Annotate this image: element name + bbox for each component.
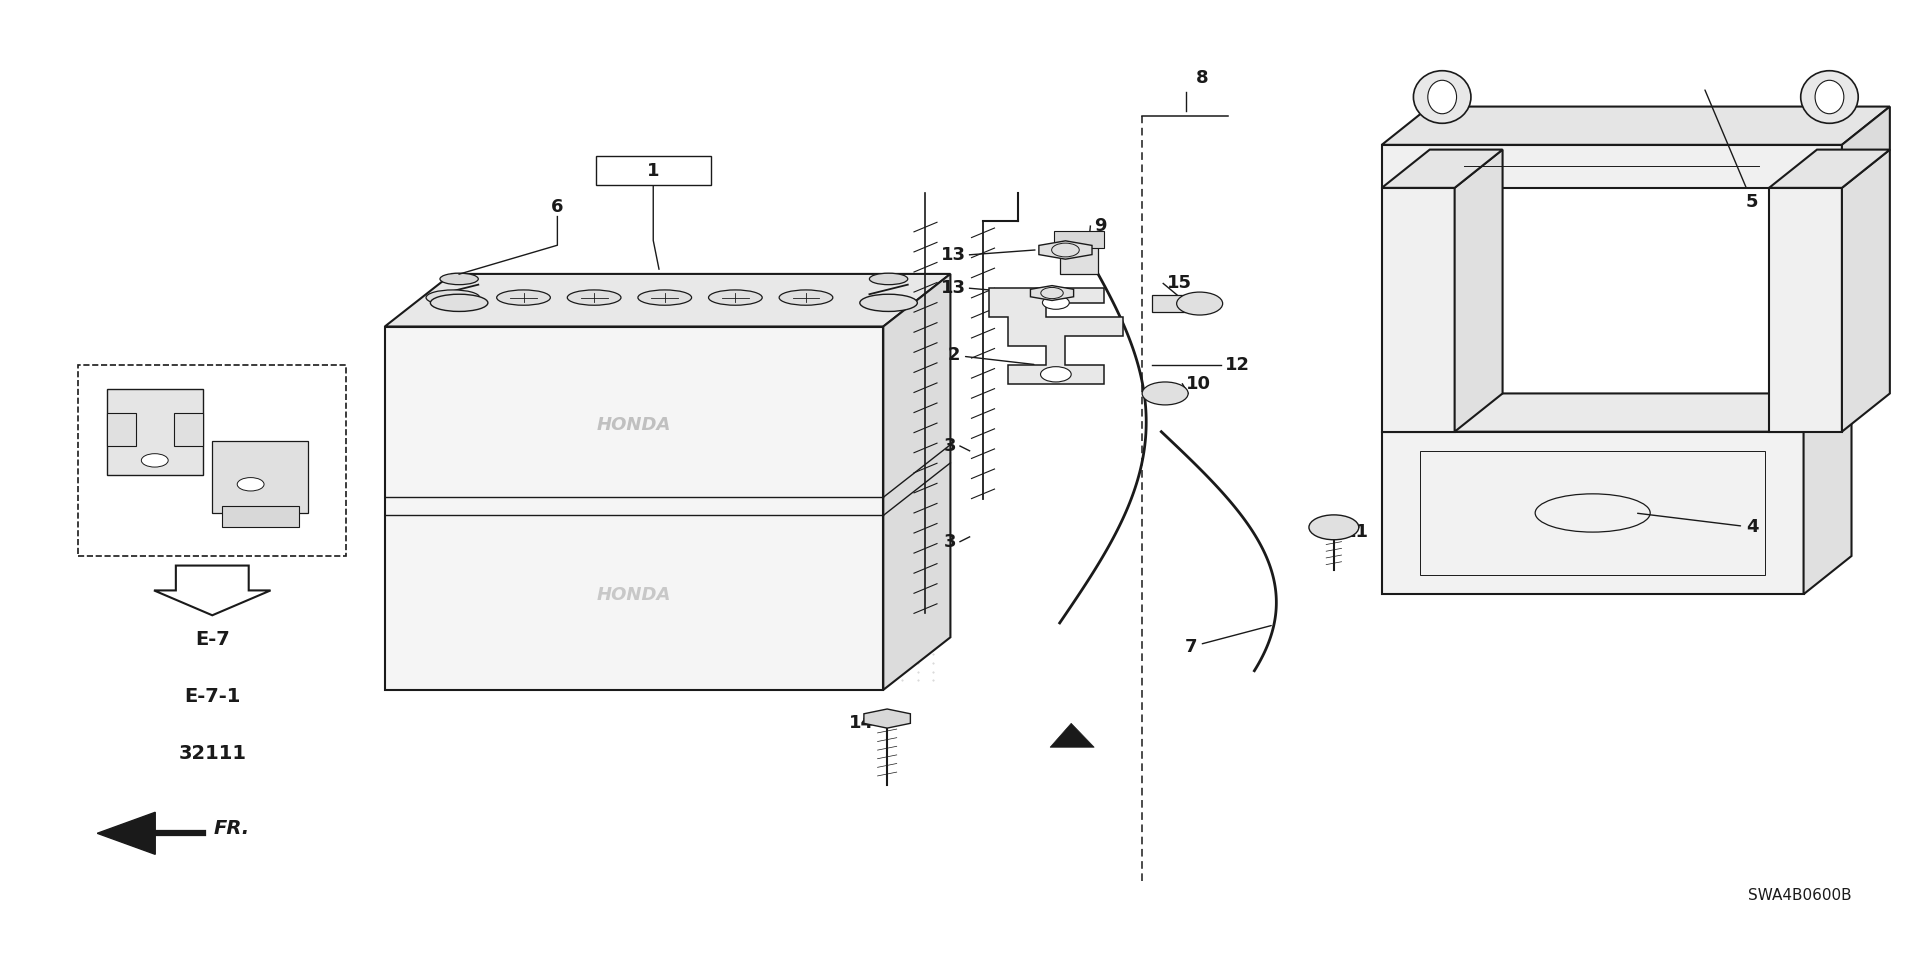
Circle shape bbox=[1177, 292, 1223, 315]
Bar bbox=[1060, 246, 1098, 274]
Bar bbox=[213, 441, 307, 513]
Bar bbox=[595, 156, 710, 185]
Bar bbox=[79, 364, 346, 556]
Text: 3: 3 bbox=[943, 437, 956, 455]
Text: 1: 1 bbox=[647, 162, 659, 179]
Ellipse shape bbox=[440, 273, 478, 285]
Polygon shape bbox=[1841, 150, 1889, 432]
Ellipse shape bbox=[430, 294, 488, 312]
Circle shape bbox=[238, 478, 265, 491]
Bar bbox=[175, 412, 204, 446]
Text: 2: 2 bbox=[947, 346, 1035, 364]
Circle shape bbox=[1043, 296, 1069, 310]
Circle shape bbox=[1309, 515, 1359, 540]
Ellipse shape bbox=[708, 290, 762, 305]
Text: 5: 5 bbox=[1705, 90, 1759, 211]
Text: 3: 3 bbox=[943, 532, 956, 550]
Text: 13: 13 bbox=[941, 279, 966, 297]
Polygon shape bbox=[384, 326, 883, 690]
Polygon shape bbox=[1803, 393, 1851, 595]
Polygon shape bbox=[1455, 150, 1503, 432]
Text: 6: 6 bbox=[551, 198, 564, 216]
Ellipse shape bbox=[860, 294, 918, 312]
Polygon shape bbox=[883, 274, 950, 690]
Polygon shape bbox=[1382, 150, 1503, 188]
Text: HONDA: HONDA bbox=[597, 586, 672, 604]
Ellipse shape bbox=[1801, 71, 1859, 124]
Polygon shape bbox=[1841, 106, 1889, 188]
Polygon shape bbox=[989, 289, 1123, 384]
Bar bbox=[1382, 188, 1455, 432]
Bar bbox=[108, 388, 204, 475]
Bar bbox=[1768, 188, 1841, 432]
Polygon shape bbox=[154, 566, 271, 616]
Polygon shape bbox=[864, 709, 910, 728]
Bar bbox=[1382, 145, 1841, 188]
Polygon shape bbox=[1031, 286, 1073, 300]
Text: 10: 10 bbox=[1187, 375, 1212, 393]
Text: 32111: 32111 bbox=[179, 744, 246, 763]
Text: 12: 12 bbox=[1225, 356, 1250, 374]
Ellipse shape bbox=[870, 273, 908, 285]
Bar bbox=[1054, 231, 1104, 248]
Polygon shape bbox=[1382, 393, 1851, 432]
Bar bbox=[1421, 451, 1764, 575]
Ellipse shape bbox=[566, 290, 620, 305]
Polygon shape bbox=[1039, 241, 1092, 259]
Text: 9: 9 bbox=[1094, 217, 1106, 235]
Circle shape bbox=[1041, 366, 1071, 382]
Text: 14: 14 bbox=[849, 714, 874, 733]
Text: FR.: FR. bbox=[213, 819, 250, 838]
Text: 13: 13 bbox=[941, 246, 966, 264]
Ellipse shape bbox=[1428, 81, 1457, 114]
Ellipse shape bbox=[497, 290, 551, 305]
Text: 7: 7 bbox=[1185, 625, 1271, 656]
Polygon shape bbox=[1382, 106, 1889, 145]
Ellipse shape bbox=[426, 290, 480, 305]
Text: 11: 11 bbox=[1344, 523, 1369, 541]
Bar bbox=[223, 506, 298, 527]
Bar bbox=[1382, 432, 1803, 595]
Polygon shape bbox=[1050, 723, 1094, 747]
Polygon shape bbox=[98, 812, 156, 854]
Bar bbox=[1152, 295, 1187, 313]
Polygon shape bbox=[1768, 150, 1889, 188]
Ellipse shape bbox=[1413, 71, 1471, 124]
Ellipse shape bbox=[637, 290, 691, 305]
Circle shape bbox=[142, 454, 169, 467]
Text: HONDA: HONDA bbox=[597, 415, 672, 433]
Text: E-7: E-7 bbox=[196, 630, 230, 648]
Text: SWA4B0600B: SWA4B0600B bbox=[1747, 888, 1851, 903]
Text: 4: 4 bbox=[1638, 513, 1759, 536]
Circle shape bbox=[1142, 382, 1188, 405]
Text: E-7-1: E-7-1 bbox=[184, 687, 240, 706]
Ellipse shape bbox=[1814, 81, 1843, 114]
Ellipse shape bbox=[780, 290, 833, 305]
Text: 15: 15 bbox=[1167, 274, 1192, 292]
Polygon shape bbox=[384, 274, 950, 326]
Text: 8: 8 bbox=[1196, 69, 1208, 87]
Bar bbox=[108, 412, 136, 446]
